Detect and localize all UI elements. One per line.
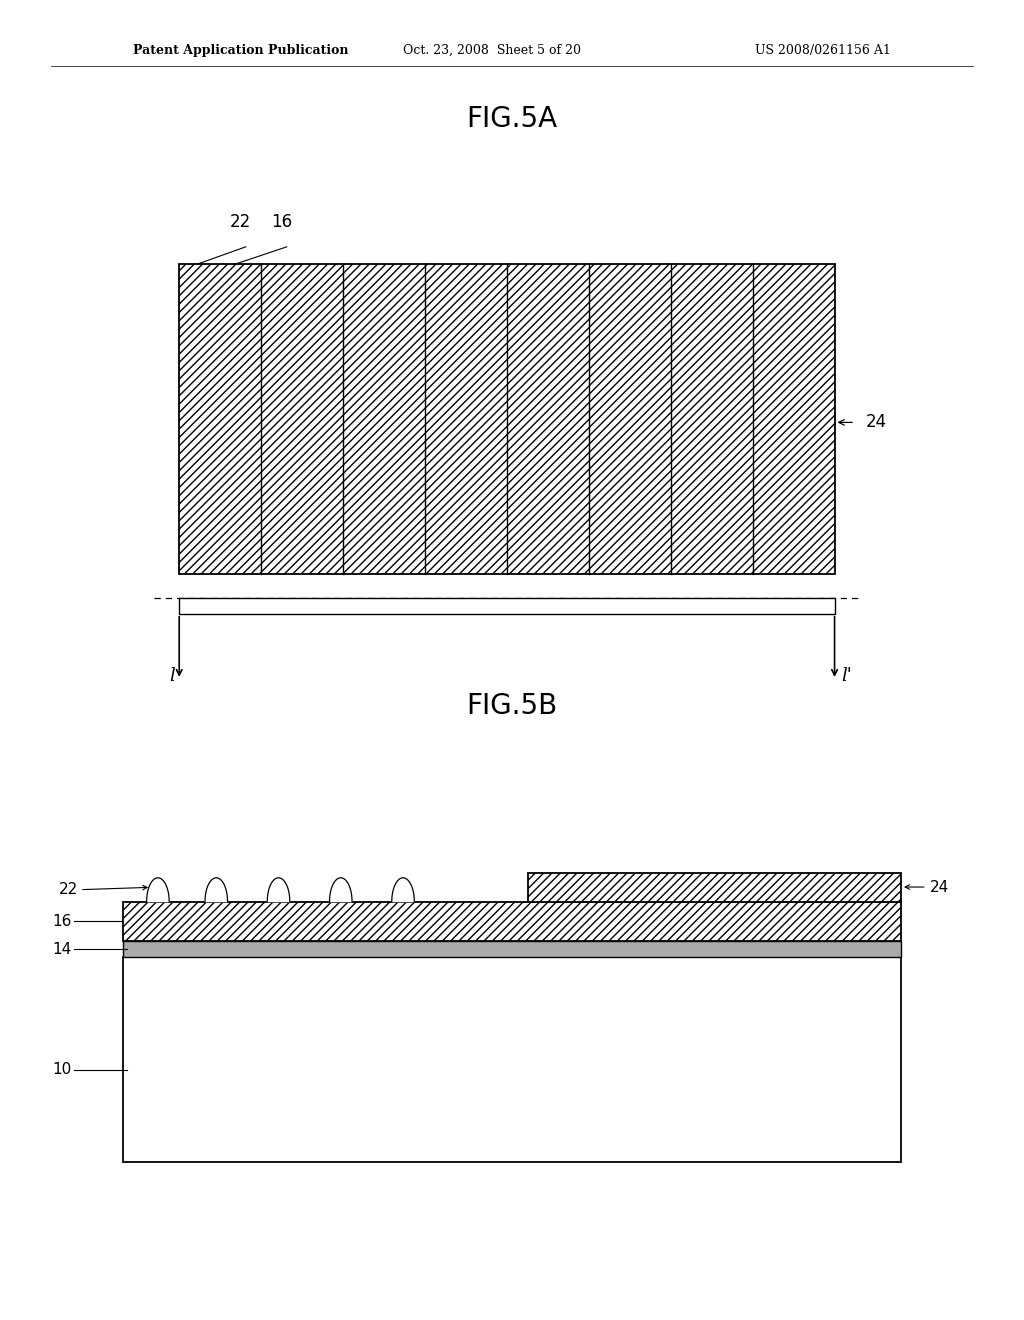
Text: 16: 16 bbox=[271, 213, 292, 231]
Text: l': l' bbox=[842, 667, 852, 685]
Text: 22: 22 bbox=[58, 882, 78, 898]
Bar bbox=[123, 941, 901, 957]
Polygon shape bbox=[392, 878, 415, 902]
Polygon shape bbox=[146, 878, 169, 902]
Text: US 2008/0261156 A1: US 2008/0261156 A1 bbox=[755, 44, 891, 57]
Polygon shape bbox=[205, 878, 227, 902]
Bar bbox=[527, 873, 901, 902]
Bar bbox=[179, 598, 835, 614]
Text: 22: 22 bbox=[230, 213, 251, 231]
Bar bbox=[123, 957, 901, 1162]
Text: FIG.5A: FIG.5A bbox=[467, 104, 557, 133]
Text: 10: 10 bbox=[52, 1063, 72, 1077]
Text: 24: 24 bbox=[930, 879, 949, 895]
Polygon shape bbox=[330, 878, 352, 902]
Text: Oct. 23, 2008  Sheet 5 of 20: Oct. 23, 2008 Sheet 5 of 20 bbox=[402, 44, 581, 57]
Bar bbox=[123, 902, 901, 941]
Text: FIG.5B: FIG.5B bbox=[466, 692, 558, 721]
Text: 16: 16 bbox=[52, 913, 72, 929]
Text: 24: 24 bbox=[865, 413, 887, 432]
Text: Patent Application Publication: Patent Application Publication bbox=[133, 44, 348, 57]
Bar bbox=[179, 264, 835, 574]
Polygon shape bbox=[267, 878, 290, 902]
Text: l: l bbox=[169, 667, 175, 685]
Text: 14: 14 bbox=[52, 941, 72, 957]
